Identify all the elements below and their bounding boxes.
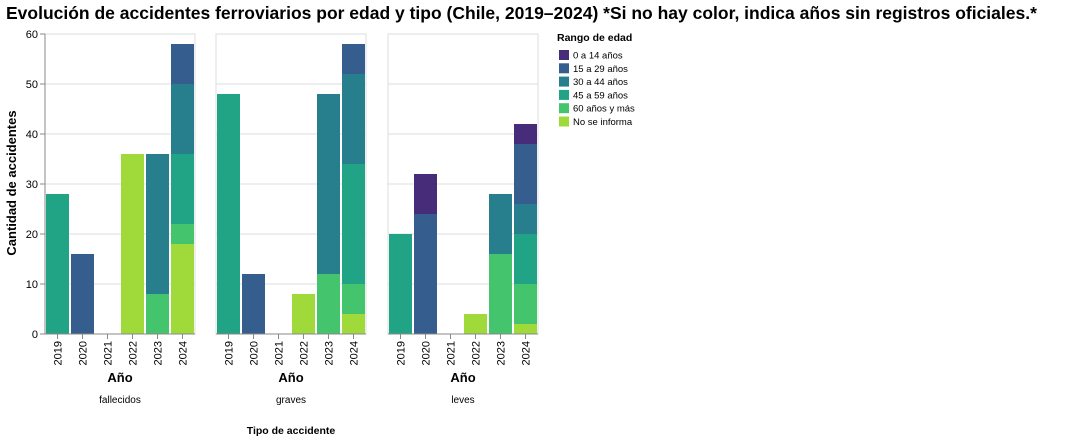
bar-segment-fallecidos-2023 [146,154,169,294]
bar-segment-fallecidos-2023 [146,294,169,334]
bar-segment-leves-2020 [414,214,437,334]
bar-segment-leves-2024 [514,234,537,284]
x-tick-label: 2019 [396,341,408,365]
bar-segment-graves-2024 [342,74,365,164]
facet-leves: 2019 2020 2021 2022 2023 2024 Año leves [387,33,539,406]
bar-segment-graves-2024 [342,314,365,334]
bar-segment-graves-2023 [317,94,340,274]
legend-label: 0 a 14 años [573,51,623,62]
facet-label: leves [451,395,474,406]
x-tick-label: 2022 [299,341,311,365]
facet-label: graves [276,395,306,406]
bar-segment-fallecidos-2024 [171,154,194,224]
bar-segment-graves-2023 [317,274,340,334]
bar-segment-leves-2022 [464,314,487,334]
legend-item: 15 a 29 años [559,63,628,75]
bar-segment-leves-2023 [489,194,512,254]
x-tick-label: 2023 [324,341,336,365]
bar-segment-fallecidos-2024 [171,224,194,244]
bar-segment-graves-2024 [342,44,365,74]
legend-label: 30 a 44 años [573,77,628,88]
x-tick-label: 2020 [78,341,90,365]
bar-segment-fallecidos-2020 [71,254,94,334]
legend: Rango de edad 0 a 14 años 15 a 29 años 30 … [557,32,635,128]
bar-segment-graves-2022 [292,294,315,334]
x-tick-label: 2023 [153,341,165,365]
bar-segment-fallecidos-2024 [171,84,194,154]
y-tick-label: 10 [26,279,38,291]
legend-label: No se informa [573,117,633,128]
y-tick-label: 30 [26,179,38,191]
legend-label: 45 a 59 años [573,90,628,101]
legend-swatch [559,50,569,60]
bar-segment-leves-2023 [489,254,512,334]
legend-swatch [559,89,569,100]
x-tick-label: 2024 [349,341,361,365]
bar-segment-leves-2020 [414,174,437,214]
legend-swatch [559,103,569,114]
bar-segment-leves-2024 [514,284,537,324]
bar-segment-graves-2024 [342,284,365,314]
x-axis-title: Año [278,370,303,385]
legend-swatch [559,76,569,87]
y-tick-label: 20 [26,229,38,241]
bar-segment-leves-2024 [514,204,537,234]
bar-segment-leves-2024 [514,144,537,204]
legend-item: 30 a 44 años [559,76,628,88]
bar-segment-fallecidos-2024 [171,44,194,84]
legend-swatch [559,63,569,74]
legend-item: No se informa [559,116,633,128]
legend-item: 0 a 14 años [559,50,623,62]
y-tick-label: 40 [26,129,38,141]
x-axis-title: Año [450,370,475,385]
x-tick-label: 2019 [53,341,65,365]
bar-segment-graves-2024 [342,164,365,284]
bar-segment-fallecidos-2019 [46,194,69,334]
legend-swatch [559,116,569,127]
legend-label: 15 a 29 años [573,64,628,75]
y-tick-label: 0 [32,329,38,341]
legend-title: Rango de edad [557,32,632,44]
facet-label: fallecidos [99,395,141,406]
y-axis-title: Cantidad de accidentes [4,110,19,255]
column-title: Tipo de accidente [247,425,336,437]
legend-item: 45 a 59 años [559,89,628,101]
chart-title: Evolución de accidentes ferroviarios por… [6,3,1037,23]
x-tick-label: 2020 [421,341,433,365]
bar-segment-leves-2024 [514,324,537,334]
legend-label: 60 años y más [573,104,635,115]
x-tick-label: 2023 [496,341,508,365]
facet-panels: 2019 2020 2021 2022 2023 2024 Año fallecidos 0 10… [26,29,539,406]
legend-item: 60 años y más [559,103,635,115]
x-tick-label: 2024 [178,341,190,365]
x-tick-label: 2020 [249,341,261,365]
bar-segment-leves-2019 [389,234,412,334]
x-tick-label: 2021 [103,341,115,365]
x-tick-label: 2024 [521,341,533,365]
bar-segment-leves-2024 [514,124,537,144]
bar-segment-graves-2019 [217,94,240,334]
x-tick-label: 2022 [471,341,483,365]
x-tick-label: 2022 [128,341,140,365]
x-tick-label: 2019 [224,341,236,365]
bar-segment-graves-2020 [242,274,265,334]
y-tick-label: 50 [26,79,38,91]
facet-fallecidos: 2019 2020 2021 2022 2023 2024 Año fallecidos 0 10… [26,29,196,406]
y-tick-label: 60 [26,29,38,41]
facet-graves: 2019 2020 2021 2022 2023 2024 Año graves [215,33,367,406]
x-axis-title: Año [107,370,132,385]
x-tick-label: 2021 [274,341,286,365]
bar-segment-fallecidos-2022 [121,154,144,334]
x-tick-label: 2021 [446,341,458,365]
bar-segment-fallecidos-2024 [171,244,194,334]
